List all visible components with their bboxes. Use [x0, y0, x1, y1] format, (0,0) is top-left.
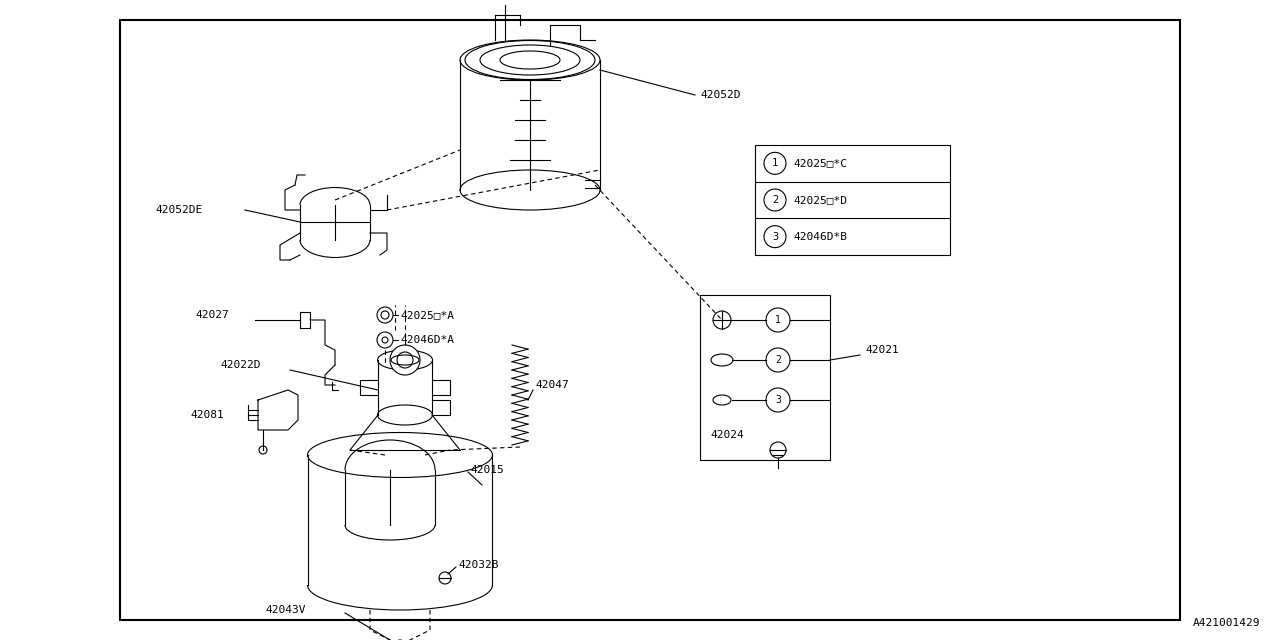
- Ellipse shape: [713, 395, 731, 405]
- Text: 3: 3: [772, 232, 778, 242]
- Text: 3: 3: [776, 395, 781, 405]
- Text: 42025□*A: 42025□*A: [399, 310, 454, 320]
- Text: 42081: 42081: [189, 410, 224, 420]
- Text: 42043V: 42043V: [265, 605, 306, 615]
- Circle shape: [381, 337, 388, 343]
- Bar: [755, 145, 950, 255]
- Text: 42024: 42024: [710, 430, 744, 440]
- Ellipse shape: [349, 438, 460, 463]
- Ellipse shape: [460, 170, 600, 210]
- Text: 1: 1: [772, 158, 778, 168]
- Text: 42047: 42047: [535, 380, 568, 390]
- Text: 42032B: 42032B: [458, 560, 498, 570]
- Circle shape: [381, 311, 389, 319]
- Circle shape: [764, 226, 786, 248]
- Ellipse shape: [460, 40, 600, 80]
- Text: 42021: 42021: [865, 345, 899, 355]
- Circle shape: [765, 308, 790, 332]
- Text: 2: 2: [776, 355, 781, 365]
- Text: A421001429: A421001429: [1193, 618, 1260, 628]
- Text: 42022D: 42022D: [220, 360, 261, 370]
- Text: 42025□*C: 42025□*C: [794, 158, 847, 168]
- Circle shape: [765, 348, 790, 372]
- Ellipse shape: [307, 433, 493, 477]
- Circle shape: [259, 446, 268, 454]
- Circle shape: [378, 332, 393, 348]
- Text: 42052D: 42052D: [700, 90, 741, 100]
- Ellipse shape: [378, 350, 433, 370]
- Bar: [700, 295, 829, 460]
- Circle shape: [390, 345, 420, 375]
- Circle shape: [439, 572, 451, 584]
- Text: 42015: 42015: [470, 465, 504, 475]
- Circle shape: [764, 189, 786, 211]
- Ellipse shape: [710, 354, 733, 366]
- Text: 2: 2: [772, 195, 778, 205]
- Circle shape: [765, 388, 790, 412]
- Circle shape: [397, 352, 413, 368]
- Text: 42025□*D: 42025□*D: [794, 195, 847, 205]
- Circle shape: [713, 311, 731, 329]
- Text: 42052DE: 42052DE: [155, 205, 202, 215]
- Bar: [120, 20, 1180, 620]
- Circle shape: [378, 307, 393, 323]
- Text: 1: 1: [776, 315, 781, 325]
- Text: 42046D*B: 42046D*B: [794, 232, 847, 242]
- Circle shape: [771, 442, 786, 458]
- Ellipse shape: [378, 405, 433, 425]
- Text: 42046D*A: 42046D*A: [399, 335, 454, 345]
- Text: 42027: 42027: [195, 310, 229, 320]
- Circle shape: [764, 152, 786, 174]
